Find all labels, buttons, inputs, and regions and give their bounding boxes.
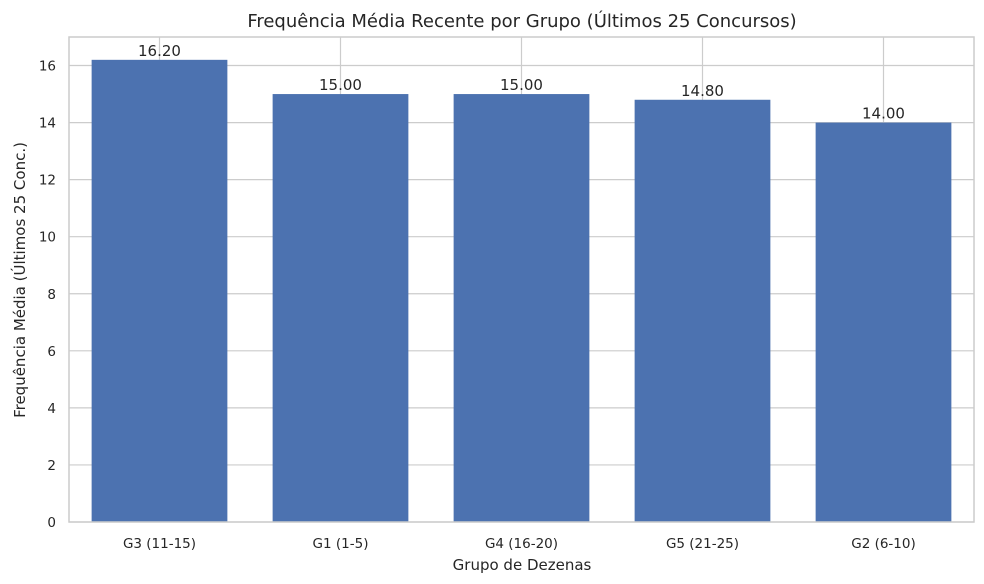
bars-layer xyxy=(91,59,952,523)
plot-frame xyxy=(68,36,975,523)
bar xyxy=(815,122,952,523)
y-tick-label: 16 xyxy=(39,59,56,75)
y-tick-label: 6 xyxy=(47,344,56,360)
y-tick-label: 8 xyxy=(47,287,56,303)
bar-value-label: 16.20 xyxy=(138,42,181,60)
bar-value-label: 14.00 xyxy=(862,105,905,123)
x-tick-label: G4 (16-20) xyxy=(485,536,558,552)
y-tick-labels: 0 2 4 6 8 10 12 14 16 xyxy=(39,59,56,531)
chart-title: Frequência Média Recente por Grupo (Últi… xyxy=(247,10,796,32)
y-tick-label: 10 xyxy=(39,230,56,246)
y-tick-label: 14 xyxy=(39,116,56,132)
y-tick-label: 4 xyxy=(47,401,56,417)
bar-value-label: 15.00 xyxy=(319,76,362,94)
x-axis-label: Grupo de Dezenas xyxy=(453,556,592,574)
value-labels: 16.20 15.00 15.00 14.80 14.00 xyxy=(138,42,905,123)
bar xyxy=(272,94,409,522)
x-tick-labels: G3 (11-15) G1 (1-5) G4 (16-20) G5 (21-25) G2… xyxy=(123,536,916,552)
bar xyxy=(91,59,228,523)
x-tick-label: G3 (11-15) xyxy=(123,536,196,552)
y-tick-label: 12 xyxy=(39,173,56,189)
bar-value-label: 15.00 xyxy=(500,76,543,94)
x-tick-label: G5 (21-25) xyxy=(666,536,739,552)
bar-value-label: 14.80 xyxy=(681,82,724,100)
bar xyxy=(453,94,590,522)
x-tick-label: G2 (6-10) xyxy=(851,536,916,552)
x-tick-label: G1 (1-5) xyxy=(313,536,369,552)
bar xyxy=(634,99,771,522)
y-tick-label: 2 xyxy=(47,458,56,474)
y-tick-label: 0 xyxy=(47,515,56,531)
y-axis-label: Frequência Média (Últimos 25 Conc.) xyxy=(10,142,29,418)
